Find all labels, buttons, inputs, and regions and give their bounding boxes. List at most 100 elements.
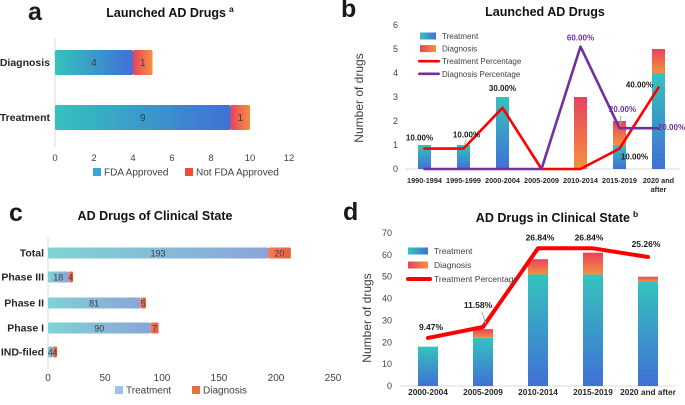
percentage-label: 25.26% <box>632 239 661 249</box>
x-tick-label: 2005-2009 <box>524 176 559 185</box>
bar-segment-diagnosis <box>52 346 58 358</box>
x-tick-label: 2 <box>91 153 96 164</box>
x-tick-label: 2015-2019 <box>573 387 613 397</box>
y-tick-label: 50 <box>382 272 392 282</box>
panel-a-title: Launched AD Drugs a <box>40 4 300 20</box>
bar-segment-fda-approved <box>55 50 133 75</box>
x-tick-label: 2015-2019 <box>602 176 637 185</box>
diagnosis-percentage-line <box>423 45 660 171</box>
x-tick-label: 50 <box>99 373 111 384</box>
legend-line-swatch <box>406 277 432 281</box>
category-label: Phase II <box>4 298 44 310</box>
bar-segment-treatment <box>48 271 69 283</box>
x-tick-label: 4 <box>130 153 135 164</box>
x-tick-label: 2000-2004 <box>485 176 521 185</box>
legend-label: Treatment <box>126 386 171 397</box>
bar-value-label: 20 <box>274 249 284 259</box>
x-tick-label: 150 <box>211 373 228 384</box>
x-tick-label: 0 <box>45 373 51 384</box>
y-tick-label: 2 <box>393 116 398 126</box>
x-tick-label: 8 <box>208 153 213 164</box>
panel-b-title: Launched AD Drugs <box>400 5 685 19</box>
panel-c-chart: 193 20 Total 18 4 Phase III 81 5 Phase II 90 7 Phas… <box>1 238 342 397</box>
panel-c: c AD Drugs of Clinical State 193 20 Total 1… <box>0 200 345 405</box>
bar-segment-treatment <box>418 346 438 386</box>
legend-label: Diagnosis Percentage <box>442 70 521 79</box>
panel-d-chart: 0 10 20 30 40 50 60 70 2000-2004 2005-2009 2010-20… <box>382 228 677 397</box>
legend-label: Diagnosis <box>442 45 477 54</box>
bar-segment-not-fda-approved <box>230 105 250 130</box>
bar-value-label: 9 <box>140 113 146 124</box>
percentage-label: 60.00% <box>567 34 594 43</box>
bar-segment-treatment <box>652 73 665 169</box>
bar-value-label: 4 <box>68 273 73 283</box>
panel-d-letter: d <box>343 198 359 226</box>
category-label: Phase I <box>7 323 44 335</box>
bar-segment-diagnosis <box>583 252 603 275</box>
category-label: IND-filed <box>1 347 44 359</box>
category-label: Diagnosis <box>0 57 50 69</box>
bar-value-label: 1 <box>140 58 146 69</box>
percentage-label: 20.00% <box>609 105 636 114</box>
legend-label: Diagnosis <box>434 260 471 270</box>
bar-segment-treatment <box>48 346 53 358</box>
percentage-label: 40.00% <box>626 80 653 89</box>
bar-value-label: 7 <box>152 324 157 334</box>
bar-value-label: 1 <box>237 113 243 124</box>
panel-a: a Launched AD Drugs a 4 1 Diagnosis 9 1 Treatm… <box>0 0 340 200</box>
panel-b-chart: 0 1 2 3 4 5 6 1990-1994 1995-1999 2000-2004 2005-2… <box>393 20 685 194</box>
percentage-label: 26.84% <box>526 232 555 242</box>
panel-d: d AD Drugs in Clinical State b Number of … <box>340 200 685 405</box>
x-tick-label: 100 <box>154 373 171 384</box>
y-tick-label: 60 <box>382 250 392 260</box>
panel-d-title-superscript: b <box>633 209 639 219</box>
panel-a-chart: 4 1 Diagnosis 9 1 Treatment 0 2 4 6 8 10 12 FDA Appro… <box>0 38 294 179</box>
legend-line-swatch <box>418 72 440 76</box>
y-tick-label: 70 <box>382 228 392 238</box>
category-label: Total <box>20 248 44 260</box>
bar-segment-diagnosis <box>638 276 658 282</box>
panel-c-letter: c <box>9 199 23 227</box>
panel-b-title-text: Launched AD Drugs <box>485 5 605 19</box>
x-tick-label: 2005-2009 <box>463 387 503 397</box>
treatment-percentage-line <box>426 246 650 340</box>
y-tick-label: 5 <box>393 44 398 54</box>
bar-segment-diagnosis <box>68 271 74 283</box>
y-tick-label: 20 <box>382 337 392 347</box>
legend-swatch <box>115 386 123 394</box>
bar-segment-treatment <box>48 247 269 259</box>
x-tick-label: 2010-2014 <box>563 176 599 185</box>
y-tick-label: 0 <box>387 381 392 391</box>
legend-swatch <box>420 32 436 40</box>
category-label: Treatment <box>0 112 50 124</box>
panel-c-title: AD Drugs of Clinical State <box>25 209 285 223</box>
x-tick-label: 10 <box>245 153 256 164</box>
percentage-label: 10.00% <box>406 134 433 143</box>
legend-line-swatch <box>418 59 440 63</box>
bar-segment-treatment <box>418 145 431 169</box>
x-tick-label: 2020 and after <box>620 387 677 397</box>
category-label: Phase III <box>1 272 44 284</box>
legend-swatch <box>93 168 101 176</box>
bar-segment-treatment <box>48 297 141 309</box>
legend-label: Diagnosis <box>203 386 247 397</box>
bar-segment-fda-approved <box>55 105 231 130</box>
x-tick-label: 6 <box>169 153 174 164</box>
label-leader-line <box>463 139 467 147</box>
panel-a-letter: a <box>28 0 42 26</box>
x-tick-label: 2010-2014 <box>518 387 558 397</box>
legend-label: Not FDA Approved <box>196 168 279 179</box>
y-tick-label: 30 <box>382 315 392 325</box>
bar-segment-not-fda-approved <box>133 50 153 75</box>
label-leader-line <box>481 311 487 325</box>
bar-segment-treatment <box>583 274 603 386</box>
percentage-label: 11.58% <box>464 300 493 310</box>
bar-segment-diagnosis <box>574 97 587 169</box>
legend-label: Treatment <box>442 32 479 41</box>
bar-segment-diagnosis <box>140 297 147 309</box>
legend-swatch <box>420 45 436 53</box>
y-tick-label: 6 <box>393 20 398 30</box>
percentage-label: 20.00% <box>658 123 685 132</box>
